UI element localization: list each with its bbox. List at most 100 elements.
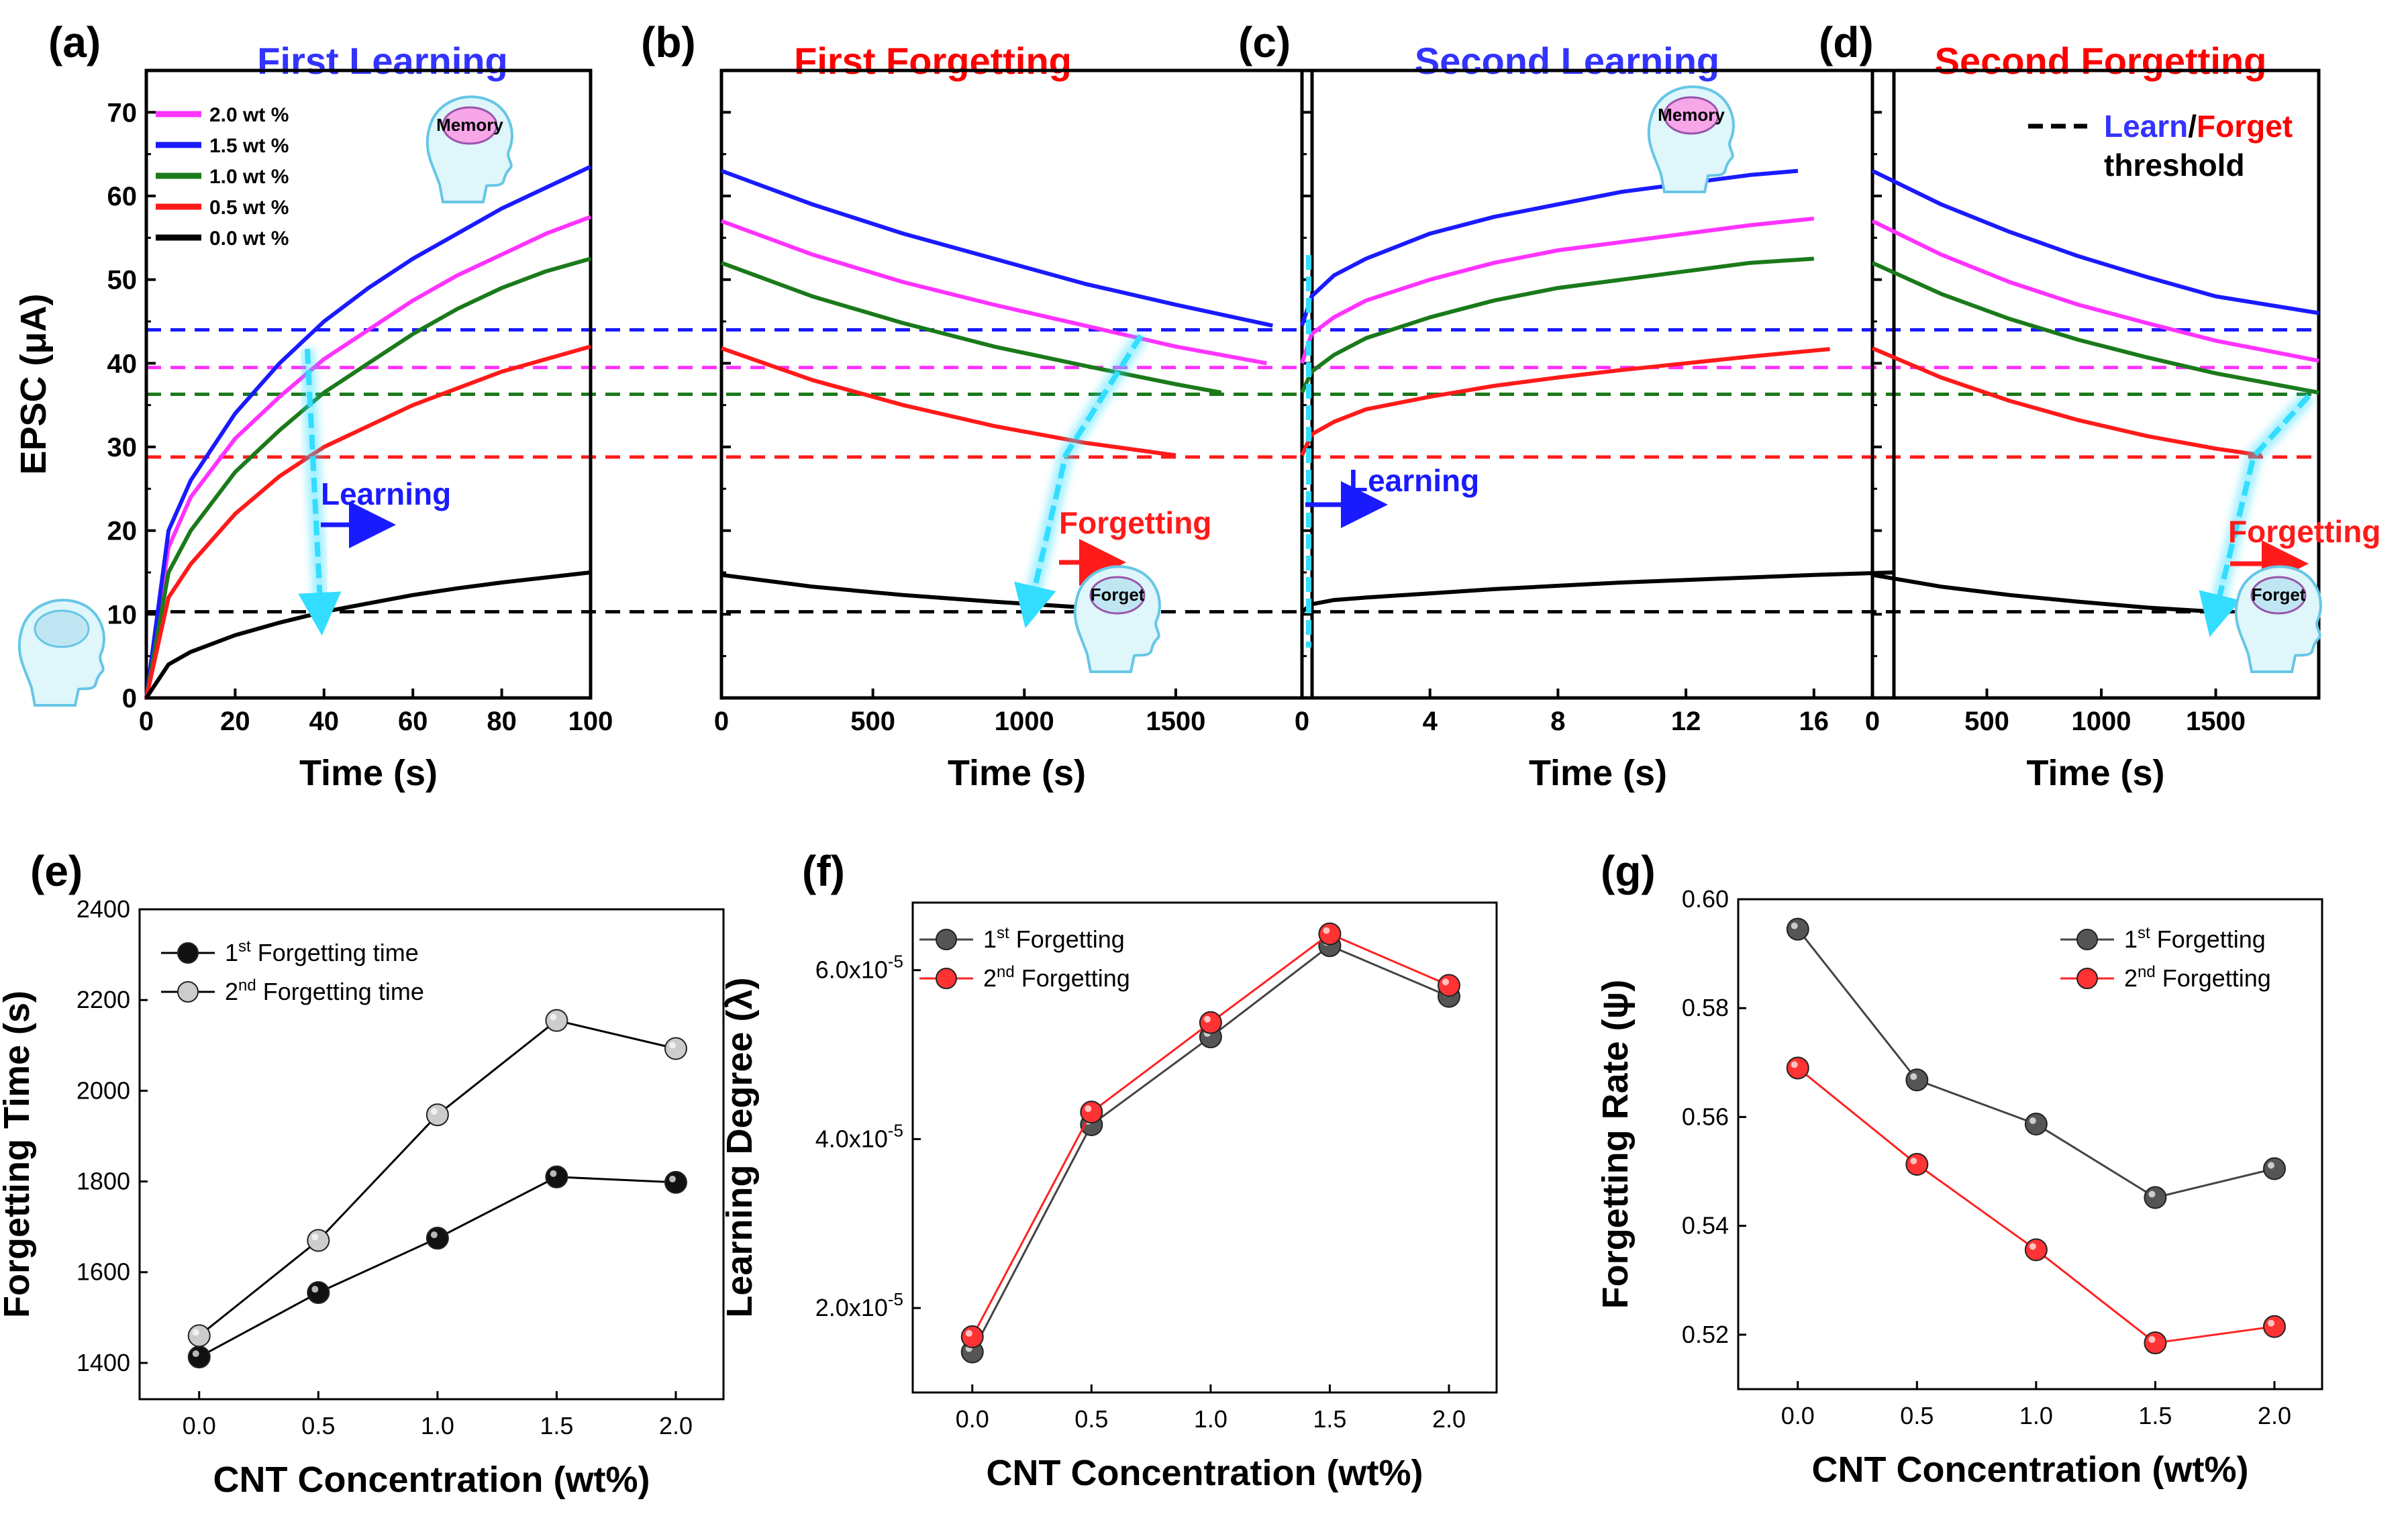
legend-sup: st bbox=[2138, 924, 2150, 942]
data-point bbox=[1786, 1056, 1809, 1080]
y-tick-label: 50 bbox=[107, 266, 138, 295]
legend-text: Forgetting bbox=[1009, 925, 1125, 953]
data-point bbox=[960, 1325, 984, 1348]
plot-frame bbox=[144, 68, 593, 700]
data-point bbox=[664, 1170, 687, 1194]
data-point-highlight bbox=[668, 1042, 676, 1049]
y-tick-label: 2.0x10-5 bbox=[815, 1289, 903, 1321]
legend-sup: nd bbox=[238, 976, 256, 995]
brain-icon bbox=[442, 106, 498, 145]
x-tick-label: 16 bbox=[1799, 707, 1829, 736]
data-point-highlight bbox=[2148, 1190, 2156, 1198]
series-line-1.0wt bbox=[1871, 260, 2319, 395]
legend-text: Forgetting bbox=[2150, 925, 2266, 953]
legend-label: 2.0 wt % bbox=[209, 104, 289, 126]
x-tick-label: 0 bbox=[714, 707, 729, 736]
y-tick-mantissa: 4.0x10 bbox=[815, 1125, 888, 1152]
series-line-1.5wt bbox=[1871, 168, 2319, 315]
legend-threshold: threshold bbox=[2104, 148, 2245, 183]
x-tick-label: 1.0 bbox=[1194, 1405, 1227, 1433]
y-tick-label: 0 bbox=[122, 684, 137, 713]
brain-icon bbox=[1663, 96, 1719, 135]
x-tick-label: 1500 bbox=[1146, 707, 1205, 736]
brain-icon bbox=[1089, 576, 1146, 615]
data-point bbox=[307, 1281, 330, 1305]
x-tick-label: 2.0 bbox=[2258, 1402, 2291, 1429]
x-tick-label: 0 bbox=[139, 707, 154, 736]
series-line-0.5wt bbox=[1300, 347, 1830, 456]
x-tick-label: 1000 bbox=[995, 707, 1054, 736]
plot-frame bbox=[1737, 898, 2323, 1390]
data-point-highlight bbox=[1910, 1158, 1917, 1165]
x-tick-label: 100 bbox=[568, 707, 613, 736]
legend-label: 1.0 wt % bbox=[209, 166, 289, 188]
legend-label: 0.0 wt % bbox=[209, 227, 289, 250]
panel-label: (g) bbox=[1601, 847, 1656, 895]
y-tick-exponent: -5 bbox=[888, 1120, 903, 1140]
x-tick-label: 2.0 bbox=[1432, 1405, 1466, 1433]
legend-marker bbox=[936, 929, 957, 950]
data-point bbox=[2024, 1238, 2048, 1262]
plot-frame bbox=[138, 908, 725, 1401]
y-tick-label: 40 bbox=[107, 349, 138, 378]
series-line-0.5wt bbox=[144, 344, 591, 699]
series-line-1 bbox=[198, 1019, 676, 1337]
forget-head-icon-d: Forget bbox=[2234, 565, 2322, 673]
y-tick-exponent: -5 bbox=[888, 952, 903, 972]
panel-c: (c) Second Learning 0 4 8 12 16 Time (s) bbox=[1238, 18, 1896, 793]
y-tick-label: 1800 bbox=[77, 1168, 130, 1195]
data-point-highlight bbox=[1442, 978, 1449, 986]
legend-num: 2 bbox=[2124, 964, 2138, 992]
data-point bbox=[2144, 1186, 2167, 1209]
panel-g: (g) 0.0 0.5 1.0 1.5 2.0 CNT Concentration (wt%… bbox=[1595, 847, 2323, 1490]
y-tick-label: 2000 bbox=[77, 1076, 130, 1104]
legend-sup: st bbox=[997, 924, 1009, 942]
data-point bbox=[425, 1103, 449, 1127]
series-line-1.0wt bbox=[144, 256, 591, 699]
panel-title: First Learning bbox=[257, 40, 507, 82]
brain-icon bbox=[2250, 576, 2307, 615]
x-tick-label: 1500 bbox=[2186, 707, 2246, 736]
legend-text: Forgetting bbox=[1015, 964, 1130, 992]
x-axis-label: Time (s) bbox=[2026, 753, 2164, 793]
y-tick-exponent: -5 bbox=[888, 1289, 903, 1309]
x-tick-label: 0.0 bbox=[183, 1412, 216, 1439]
cyan-arrow-b bbox=[1014, 334, 1144, 629]
y-tick-label: 10 bbox=[107, 600, 138, 629]
data-point bbox=[545, 1009, 568, 1032]
plot-frame bbox=[1870, 68, 2321, 700]
y-axis-label: Forgetting Rate (ψ) bbox=[1595, 980, 1636, 1309]
data-point-highlight bbox=[550, 1013, 557, 1021]
data-point-highlight bbox=[668, 1175, 676, 1182]
legend-forget: Forget bbox=[2197, 109, 2293, 144]
annotation-text: Forgetting bbox=[2228, 514, 2380, 549]
legend-text: Forgetting time bbox=[251, 939, 419, 966]
data-point-highlight bbox=[430, 1231, 438, 1239]
y-tick-label: 60 bbox=[107, 182, 138, 211]
x-axis-label: CNT Concentration (wt%) bbox=[213, 1460, 650, 1500]
legend-sep: / bbox=[2188, 109, 2197, 144]
x-tick-label: 0.5 bbox=[1074, 1405, 1108, 1433]
x-tick-label: 8 bbox=[1550, 707, 1565, 736]
x-tick-label: 0 bbox=[1865, 707, 1880, 736]
y-tick-label: 0.54 bbox=[1682, 1212, 1729, 1239]
plot-frame bbox=[1300, 68, 1896, 700]
y-axis-label: Learning Degree (λ) bbox=[719, 977, 760, 1317]
x-tick-label: 0 bbox=[1295, 707, 1309, 736]
learn-head-icon-a bbox=[17, 599, 105, 707]
data-point bbox=[1080, 1101, 1103, 1124]
data-point-highlight bbox=[2267, 1162, 2274, 1169]
data-point-highlight bbox=[2148, 1336, 2156, 1344]
series-line-0.5wt bbox=[721, 346, 1176, 458]
data-point-highlight bbox=[1323, 927, 1330, 934]
legend-num: 1 bbox=[983, 925, 997, 953]
data-point bbox=[2262, 1315, 2286, 1338]
panel-title: Second Forgetting bbox=[1935, 40, 2267, 82]
annotation-text: Learning bbox=[321, 476, 451, 511]
x-axis-label: Time (s) bbox=[948, 753, 1086, 793]
x-tick-label: 0.5 bbox=[1900, 1402, 1934, 1429]
data-point bbox=[545, 1165, 568, 1188]
data-point-highlight bbox=[1085, 1105, 1092, 1113]
data-point bbox=[187, 1324, 211, 1348]
y-tick-label: 0.52 bbox=[1682, 1321, 1729, 1348]
